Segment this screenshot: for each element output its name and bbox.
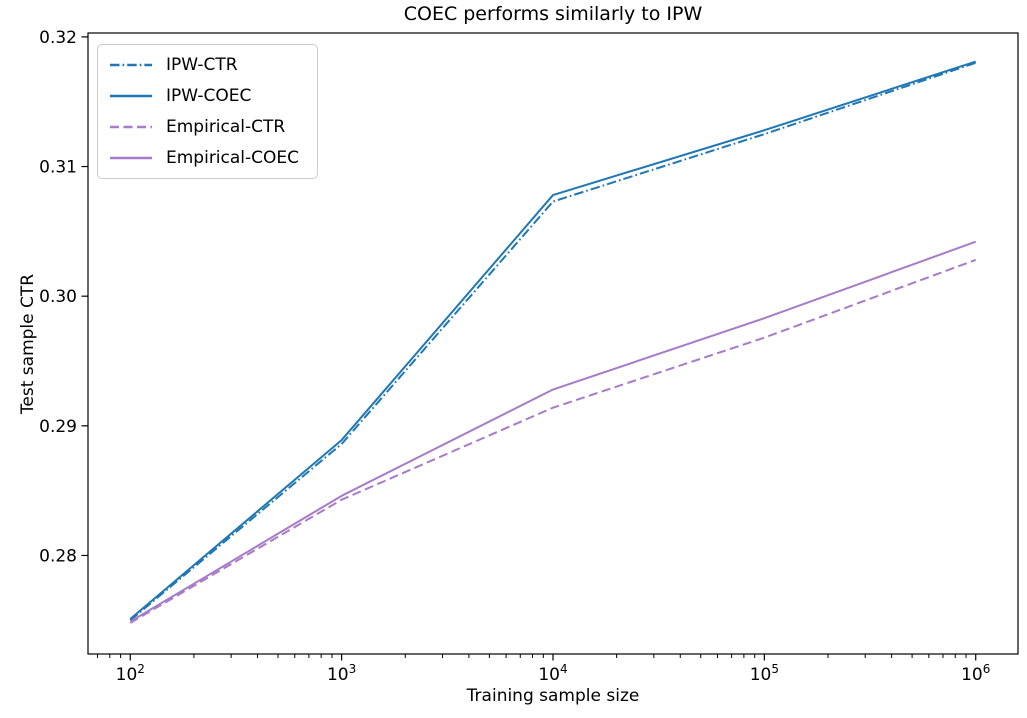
legend: IPW-CTR IPW-COEC Empirical-CTR Empirical-CO…	[97, 44, 319, 179]
legend-label: IPW-CTR	[166, 55, 238, 75]
x-tick-label: 104	[538, 662, 567, 685]
legend-item-empirical-ctr: Empirical-CTR	[110, 116, 299, 138]
series-line-empirical-coec	[129, 240, 977, 623]
legend-label: IPW-COEC	[166, 86, 252, 106]
y-tick-label: 0.31	[39, 158, 77, 178]
y-tick-label: 0.29	[39, 417, 77, 437]
chart-title: COEC performs similarly to IPW	[403, 3, 703, 25]
x-tick-label: 103	[327, 662, 356, 685]
legend-item-ipw-ctr: IPW-CTR	[110, 54, 299, 76]
x-axis-label: Training sample size	[466, 686, 640, 706]
y-tick-label: 0.30	[39, 287, 77, 307]
legend-label: Empirical-CTR	[166, 117, 286, 137]
y-tick-label: 0.28	[39, 546, 77, 566]
legend-line-sample	[110, 156, 152, 160]
legend-item-ipw-coec: IPW-COEC	[110, 85, 299, 107]
legend-label: Empirical-COEC	[166, 148, 300, 168]
series-line-ipw-coec	[129, 60, 977, 620]
x-tick-label: 102	[116, 662, 145, 685]
legend-line-sample	[110, 63, 152, 67]
series-line-empirical-ctr	[129, 258, 977, 624]
legend-line-sample	[110, 94, 152, 98]
y-tick-label: 0.32	[39, 28, 77, 48]
legend-line-sample	[110, 125, 152, 129]
x-tick-label: 105	[750, 662, 779, 685]
x-tick-label: 106	[961, 662, 990, 685]
legend-item-empirical-coec: Empirical-COEC	[110, 147, 299, 169]
y-axis-label: Test sample CTR	[18, 273, 38, 415]
